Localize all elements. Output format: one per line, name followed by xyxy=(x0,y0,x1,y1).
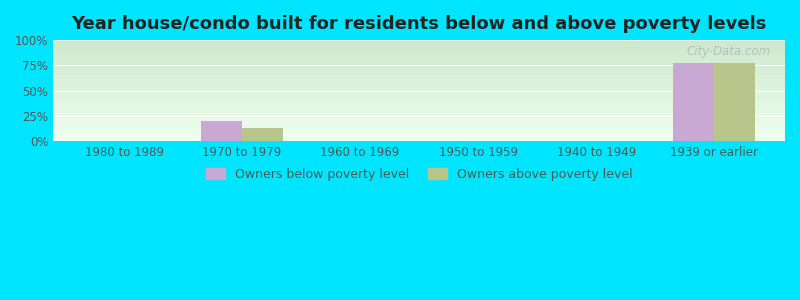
Bar xyxy=(201,121,242,141)
Text: City-Data.com: City-Data.com xyxy=(686,45,770,58)
Legend: Owners below poverty level, Owners above poverty level: Owners below poverty level, Owners above… xyxy=(200,162,638,188)
Bar xyxy=(673,63,714,141)
Bar xyxy=(714,63,755,141)
Bar xyxy=(242,128,283,141)
Title: Year house/condo built for residents below and above poverty levels: Year house/condo built for residents bel… xyxy=(71,15,767,33)
